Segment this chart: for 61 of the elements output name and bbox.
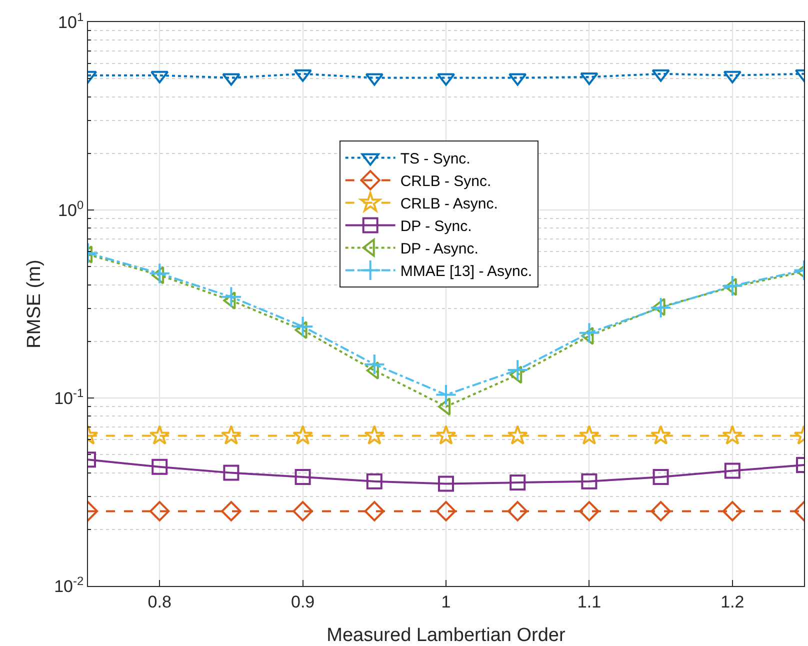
y-tick-label: 10$^{-1}$ [54,386,84,408]
legend-label: DP - Sync. [400,218,472,236]
point [438,476,454,492]
x-tick-label: 1 [441,592,451,612]
point [292,424,314,445]
point [364,354,386,376]
point [366,473,382,490]
point [579,501,600,522]
point [508,73,527,86]
y-tick-label: 10$^{1}$ [58,10,84,32]
point [722,275,744,297]
point [364,501,384,522]
point [652,469,669,485]
point [222,73,240,86]
point [220,424,242,445]
point [650,501,671,522]
point [580,72,598,85]
x-tick-label: 1.2 [720,592,744,612]
point [578,322,600,344]
y-tick-label: 10$^{-2}$ [54,574,84,596]
x-tick-label: 1.1 [577,592,602,612]
legend-label: MMAE [13] - Async. [400,263,532,280]
point [724,462,740,479]
point [722,424,743,445]
point [220,286,242,308]
point [294,469,311,485]
point [294,69,312,82]
x-axis-title: Measured Lambertian Order [326,625,566,646]
point [223,464,240,481]
point [578,424,600,445]
point [436,424,456,445]
legend-label: DP - Async. [400,240,478,258]
point [581,473,598,490]
point [510,474,526,491]
point [150,501,170,522]
point [436,501,456,522]
point [292,316,314,338]
legend-label: CRLB - Sync. [400,173,492,190]
point [365,73,384,86]
point [364,424,385,445]
point [650,424,672,445]
point [221,501,242,522]
legend-label: TS - Sync. [400,150,470,168]
point [148,262,170,284]
y-axis-title: RMSE (m) [24,260,45,348]
y-tick-label: 10$^{0}$ [58,198,84,220]
point [435,384,457,406]
point [723,70,742,84]
point [152,458,168,475]
point [507,424,528,445]
point [508,501,528,522]
point [652,69,670,82]
point [650,296,672,319]
point [506,359,528,381]
point [149,424,170,445]
x-tick-label: 0.8 [148,592,172,612]
point [292,501,313,522]
point [150,70,169,84]
point [722,501,742,522]
x-tick-label: 0.9 [290,592,315,612]
legend-label: CRLB - Async. [400,196,498,213]
